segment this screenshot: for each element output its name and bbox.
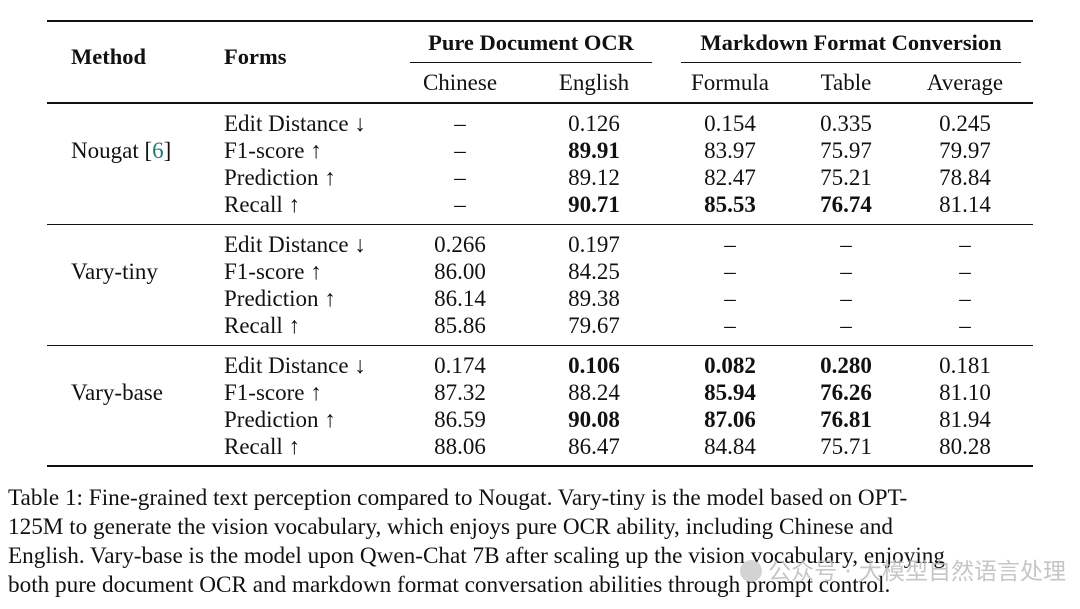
table-cell: 79.67: [568, 313, 620, 338]
header-col-average: Average: [926, 70, 1004, 95]
wechat-icon: [740, 560, 763, 582]
row-form-label: F1-score ↑: [224, 259, 322, 284]
table-cell: 83.97: [704, 138, 756, 163]
table-cell: 90.08: [568, 407, 620, 432]
table-cell: 81.14: [939, 192, 991, 217]
row-form-label: Prediction ↑: [224, 407, 336, 432]
watermark: 公众号 · 大模型自然语言处理: [740, 552, 1066, 586]
method-vary-tiny: Vary-tiny: [71, 259, 158, 284]
table-cell: –: [724, 286, 736, 311]
table-cell: –: [959, 232, 971, 257]
table-cell: 0.126: [568, 111, 620, 136]
table-cell: 0.197: [568, 232, 620, 257]
table-cell: 0.181: [939, 353, 991, 378]
table-cell: 75.21: [820, 165, 872, 190]
table-cell: 85.53: [704, 192, 756, 217]
table-cell: 89.12: [568, 165, 620, 190]
table-cell: –: [959, 313, 971, 338]
caption-line: Table 1: Fine-grained text perception co…: [8, 485, 908, 511]
table-cell: –: [840, 259, 852, 284]
table-cell: 76.26: [820, 380, 872, 405]
table-cell: 85.94: [704, 380, 756, 405]
caption-line: English. Vary-base is the model upon Qwe…: [8, 543, 945, 569]
header-group-md: Markdown Format Conversion: [700, 30, 1002, 55]
ocr-group-underline: [410, 62, 652, 63]
method-nougat: Nougat [6]: [71, 138, 172, 163]
row-form-label: Edit Distance ↓: [224, 353, 366, 378]
table-cell: 0.280: [820, 353, 872, 378]
table-cell: 0.106: [568, 353, 620, 378]
table-cell: 84.25: [568, 259, 620, 284]
table-cell: 88.24: [568, 380, 620, 405]
table-cell: 75.97: [820, 138, 872, 163]
table-cell: 88.06: [434, 434, 486, 459]
header-col-english: English: [558, 70, 630, 95]
header-forms: Forms: [224, 44, 287, 69]
table-cell: 75.71: [820, 434, 872, 459]
row-form-label: Recall ↑: [224, 434, 300, 459]
table-cell: 81.94: [939, 407, 991, 432]
table-cell: 81.10: [939, 380, 991, 405]
table-cell: 86.14: [434, 286, 486, 311]
table-cell: 0.154: [704, 111, 756, 136]
table-cell: 76.74: [820, 192, 872, 217]
row-form-label: Recall ↑: [224, 192, 300, 217]
table-cell: –: [959, 286, 971, 311]
md-group-underline: [681, 62, 1021, 63]
bottom-rule: [47, 465, 1033, 467]
table-cell: 76.81: [820, 407, 872, 432]
table-cell: 89.91: [568, 138, 620, 163]
table-cell: 80.28: [939, 434, 991, 459]
table-cell: 0.174: [434, 353, 486, 378]
caption-line: 125M to generate the vision vocabulary, …: [8, 514, 894, 540]
table-cell: 87.32: [434, 380, 486, 405]
table-cell: –: [454, 138, 466, 163]
table-cell: –: [840, 286, 852, 311]
table-cell: 87.06: [704, 407, 756, 432]
citation-link[interactable]: 6: [152, 138, 164, 163]
table-cell: 90.71: [568, 192, 620, 217]
row-form-label: F1-score ↑: [224, 380, 322, 405]
table-cell: 84.84: [704, 434, 756, 459]
header-rule: [47, 102, 1033, 104]
row-form-label: Edit Distance ↓: [224, 232, 366, 257]
group-separator-2: [47, 345, 1033, 346]
method-vary-base: Vary-base: [71, 380, 163, 405]
group-separator-1: [47, 224, 1033, 225]
row-form-label: F1-score ↑: [224, 138, 322, 163]
table-cell: 86.59: [434, 407, 486, 432]
table-cell: –: [840, 232, 852, 257]
table-cell: –: [454, 111, 466, 136]
table-cell: –: [959, 259, 971, 284]
table-cell: –: [840, 313, 852, 338]
table-cell: –: [724, 313, 736, 338]
row-form-label: Edit Distance ↓: [224, 111, 366, 136]
table-cell: –: [454, 192, 466, 217]
table-cell: 79.97: [939, 138, 991, 163]
table-cell: 86.00: [434, 259, 486, 284]
table-cell: –: [454, 165, 466, 190]
table-cell: 85.86: [434, 313, 486, 338]
top-rule: [47, 20, 1033, 22]
table-cell: 0.335: [820, 111, 872, 136]
header-col-chinese: Chinese: [422, 70, 498, 95]
header-col-formula: Formula: [691, 70, 769, 95]
table-cell: 89.38: [568, 286, 620, 311]
table-caption: Table 1: Fine-grained text perception co…: [8, 484, 1074, 600]
table-cell: 82.47: [704, 165, 756, 190]
table-cell: 78.84: [939, 165, 991, 190]
row-form-label: Prediction ↑: [224, 165, 336, 190]
row-form-label: Recall ↑: [224, 313, 300, 338]
header-group-ocr: Pure Document OCR: [428, 30, 634, 55]
table-cell: –: [724, 232, 736, 257]
header-method: Method: [71, 44, 146, 69]
row-form-label: Prediction ↑: [224, 286, 336, 311]
table-cell: 86.47: [568, 434, 620, 459]
table-cell: –: [724, 259, 736, 284]
table-cell: 0.245: [939, 111, 991, 136]
table-cell: 0.266: [434, 232, 486, 257]
table-cell: 0.082: [704, 353, 756, 378]
header-col-table: Table: [820, 70, 872, 95]
